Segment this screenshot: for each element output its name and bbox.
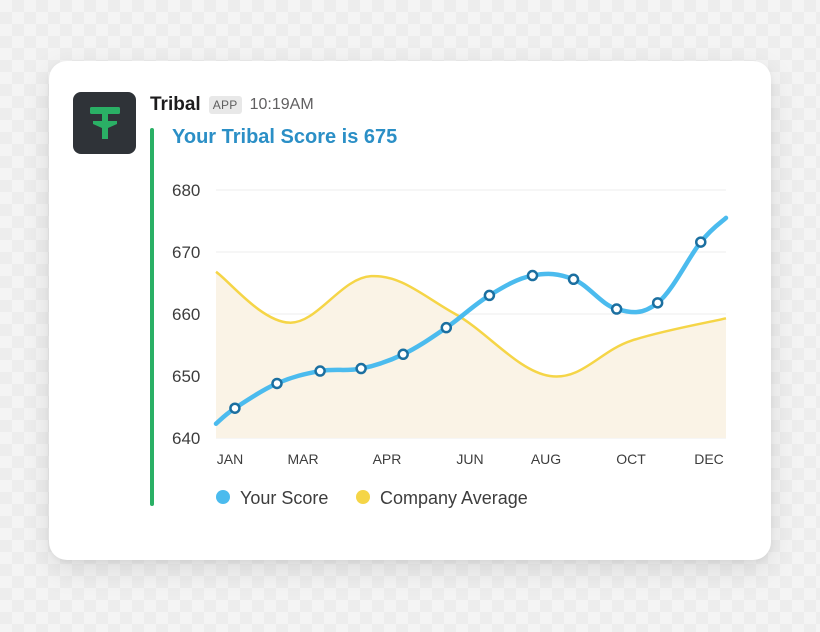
legend-company-average-label[interactable]: Company Average	[380, 488, 528, 508]
score-title: Your Tribal Score is 675	[172, 126, 398, 148]
legend-your-score-label[interactable]: Your Score	[240, 488, 328, 508]
app-name[interactable]: Tribal	[150, 94, 201, 115]
timestamp[interactable]: 10:19AM	[249, 96, 314, 113]
message-header: Tribal APP 10:19AM	[150, 92, 314, 118]
your-score-point[interactable]	[314, 365, 326, 377]
your-score-point[interactable]	[440, 321, 453, 334]
tree-icon	[89, 107, 120, 139]
company-average-area	[216, 271, 726, 438]
tribal-logo-icon[interactable]	[73, 92, 136, 154]
x-tick-label: AUG	[531, 451, 561, 467]
y-tick-label: 660	[172, 305, 200, 324]
company-average-line	[215, 270, 727, 378]
x-tick-label: APR	[373, 451, 402, 467]
x-tick-label: DEC	[694, 451, 724, 467]
attachment-accent-bar	[150, 128, 154, 506]
your-score-point[interactable]	[355, 362, 367, 375]
y-tick-label: 680	[172, 181, 200, 200]
x-tick-label: JUN	[456, 451, 483, 467]
y-tick-label: 650	[172, 367, 200, 386]
message-card: Tribal APP 10:19AM Your Tribal Score is …	[49, 61, 771, 560]
your-score-point[interactable]	[695, 236, 707, 248]
app-badge: APP	[208, 96, 242, 114]
x-tick-label: JAN	[217, 451, 243, 467]
your-score-point[interactable]	[610, 303, 623, 315]
x-tick-label: MAR	[287, 451, 318, 467]
y-tick-label: 670	[172, 243, 200, 262]
your-score-point[interactable]	[567, 273, 580, 286]
your-score-point[interactable]	[271, 377, 283, 390]
x-tick-label: OCT	[616, 451, 646, 467]
your-score-point[interactable]	[651, 297, 664, 309]
your-score-point[interactable]	[483, 289, 496, 302]
your-score-point[interactable]	[526, 269, 539, 282]
your-score-point[interactable]	[229, 402, 241, 414]
your-score-point[interactable]	[397, 348, 409, 361]
y-tick-label: 640	[172, 429, 200, 448]
legend-company-average-swatch	[356, 490, 370, 504]
legend-your-score-swatch	[216, 490, 230, 504]
